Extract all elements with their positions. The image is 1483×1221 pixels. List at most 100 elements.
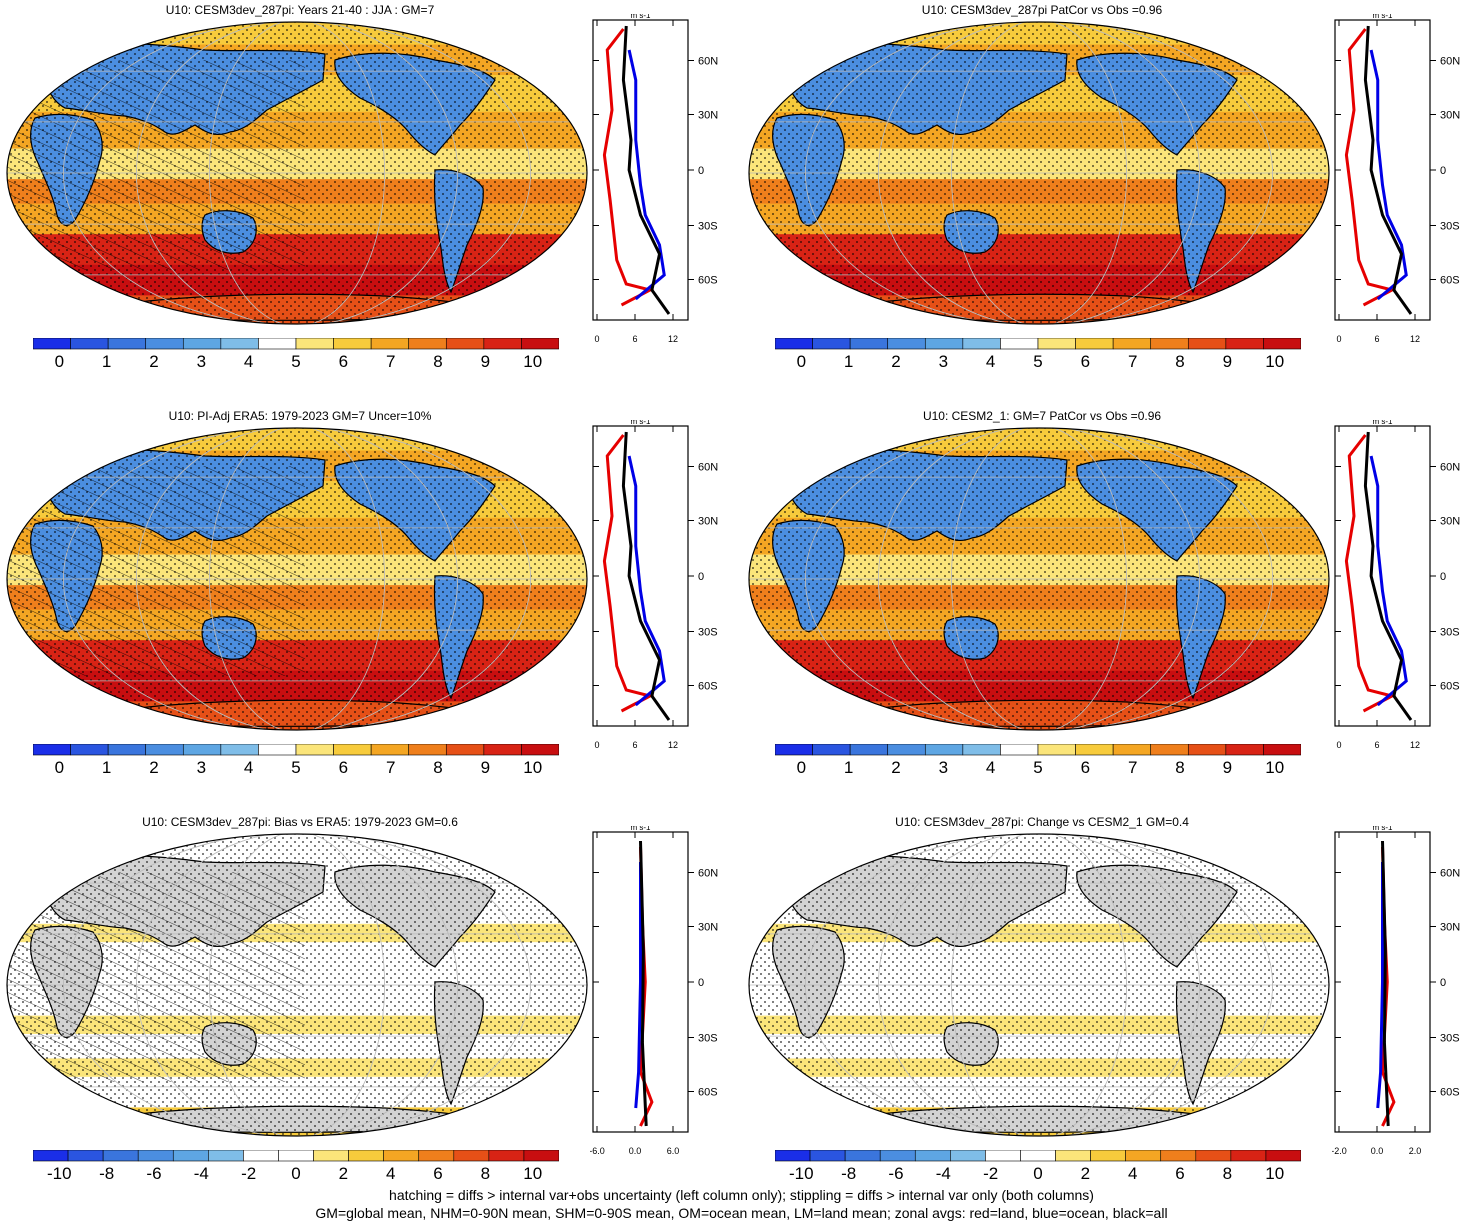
lat-label: 30S — [1440, 1033, 1460, 1045]
map-border — [748, 21, 1330, 325]
colorbar-cell — [483, 744, 522, 756]
lat-label: 30N — [698, 516, 718, 528]
colorbar-tick-label: 8 — [481, 1164, 490, 1180]
lat-label: 0 — [1440, 571, 1446, 583]
lat-label: 60N — [1440, 462, 1460, 474]
map-plot — [6, 833, 588, 1137]
zonal-tick-label: 6 — [632, 740, 637, 750]
colorbar-cell — [962, 744, 1001, 756]
lat-label: 30S — [1440, 627, 1460, 639]
lat-label: 0 — [698, 165, 704, 177]
colorbar-tick-label: 2 — [149, 758, 158, 774]
colorbar-cell — [258, 338, 297, 350]
colorbar-cell — [521, 744, 559, 756]
land-curve — [1344, 434, 1397, 713]
zonal-tick-label: 0 — [1336, 740, 1341, 750]
colorbar-tick-label: 10 — [523, 352, 542, 368]
colorbar-tick-label: 3 — [197, 352, 206, 368]
lat-label: 0 — [698, 977, 704, 989]
colorbar-cell — [408, 338, 447, 350]
colorbar-cell — [887, 744, 926, 756]
lat-label: 30N — [1440, 110, 1460, 122]
colorbar-cell — [333, 338, 372, 350]
zonal-tick-label: 12 — [1410, 740, 1420, 750]
map-border — [6, 21, 588, 325]
colorbar-cell — [1112, 744, 1152, 756]
panel-title: U10: CESM3dev_287pi: Bias vs ERA5: 1979-… — [142, 815, 458, 829]
colorbar-cell — [1150, 338, 1189, 350]
colorbar-cell — [295, 338, 334, 350]
colorbar-cell — [775, 1150, 811, 1162]
colorbar-tick-label: 6 — [339, 352, 348, 368]
map-plot — [748, 21, 1330, 325]
colorbar-cell — [182, 744, 222, 756]
colorbar-cell — [107, 744, 147, 756]
colorbar-cell — [208, 1150, 244, 1162]
meridian-line — [951, 834, 1127, 1136]
meridian-line — [805, 834, 1273, 1136]
panel-3: U10: PI-Adj ERA5: 1979-2023 GM=7 Uncer=1… — [0, 406, 742, 812]
colorbar-tick-label: 8 — [1175, 758, 1184, 774]
colorbar-tick-label: 0 — [55, 758, 64, 774]
colorbar-cell — [408, 744, 447, 756]
colorbar-cell — [1187, 338, 1227, 350]
colorbar-cell — [67, 1150, 104, 1162]
meridian-line — [136, 428, 458, 730]
colorbar-tick-label: 7 — [386, 352, 395, 368]
colorbar-cell — [483, 338, 522, 350]
lat-label: 60N — [698, 56, 718, 68]
colorbar-tick-label: 10 — [523, 1164, 542, 1180]
colorbar-tick-label: 5 — [291, 758, 300, 774]
meridian-line — [136, 834, 458, 1136]
colorbar-tick-label: 6 — [1081, 758, 1090, 774]
colorbar-cell — [1112, 338, 1152, 350]
colorbar-cell — [370, 744, 410, 756]
lat-label: 60S — [1440, 1087, 1460, 1099]
colorbar-cell — [1263, 338, 1301, 350]
colorbar-tick-label: -2 — [983, 1164, 998, 1180]
colorbar-tick-label: 0 — [1033, 1164, 1042, 1180]
colorbar-cell — [172, 1150, 209, 1162]
colorbar-cell — [521, 338, 559, 350]
colorbar-cell — [220, 744, 259, 756]
colorbar-cell — [453, 1150, 490, 1162]
lat-label: 30S — [698, 1033, 718, 1045]
colorbar-cell — [1000, 338, 1039, 350]
lat-label: 30S — [698, 221, 718, 233]
colorbar-cell — [812, 338, 851, 350]
ocean-curve — [627, 455, 666, 707]
colorbar-tick-label: 8 — [433, 352, 442, 368]
colorbar-cell — [418, 1150, 455, 1162]
colorbar-cell — [775, 744, 813, 756]
lat-label: 0 — [698, 571, 704, 583]
panel-1: U10: CESM3dev_287pi: Years 21-40 : JJA :… — [0, 0, 742, 406]
colorbar-cell — [1160, 1150, 1197, 1162]
map-plot — [6, 21, 588, 325]
colorbar-cell — [348, 1150, 384, 1162]
panel-6: U10: CESM3dev_287pi: Change vs CESM2_1 G… — [742, 812, 1483, 1218]
lat-label: 60S — [1440, 275, 1460, 287]
zonal-unit: m s-1 — [1373, 420, 1394, 426]
lat-label: 60S — [1440, 681, 1460, 693]
panel-4: U10: CESM2_1: GM=7 PatCor vs Obs =0.96 m … — [742, 406, 1483, 812]
colorbar-cell — [102, 1150, 139, 1162]
colorbar-cell — [1075, 744, 1114, 756]
colorbar-cell — [962, 338, 1001, 350]
colorbar-cell — [1230, 1150, 1267, 1162]
meridian-line — [209, 834, 385, 1136]
meridian-line — [136, 22, 458, 324]
map-border — [748, 427, 1330, 731]
meridian-line — [209, 22, 385, 324]
footer-line-2: GM=global mean, NHM=0-90N mean, SHM=0-90… — [315, 1205, 1168, 1221]
colorbar-tick-label: 7 — [1128, 758, 1137, 774]
colorbar-cell — [849, 744, 889, 756]
colorbar-tick-label: -4 — [936, 1164, 951, 1180]
panel-title: U10: CESM2_1: GM=7 PatCor vs Obs =0.96 — [922, 409, 1162, 423]
map-border — [748, 833, 1330, 1137]
colorbar-tick-label: 9 — [481, 352, 490, 368]
colorbar-tick-label: 1 — [102, 352, 111, 368]
zonal-unit: m s-1 — [631, 420, 652, 426]
colorbar-tick-label: 10 — [1265, 1164, 1284, 1180]
lat-label: 30N — [1440, 922, 1460, 934]
colorbar: 0 1 2 3 4 5 6 7 8 9 10 — [775, 744, 1301, 774]
